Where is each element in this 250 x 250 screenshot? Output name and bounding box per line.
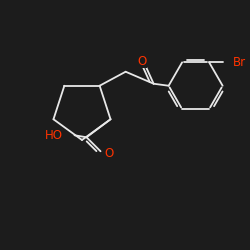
Text: HO: HO <box>44 129 62 142</box>
Text: O: O <box>137 55 146 68</box>
Text: Br: Br <box>233 56 246 69</box>
Text: O: O <box>104 147 114 160</box>
